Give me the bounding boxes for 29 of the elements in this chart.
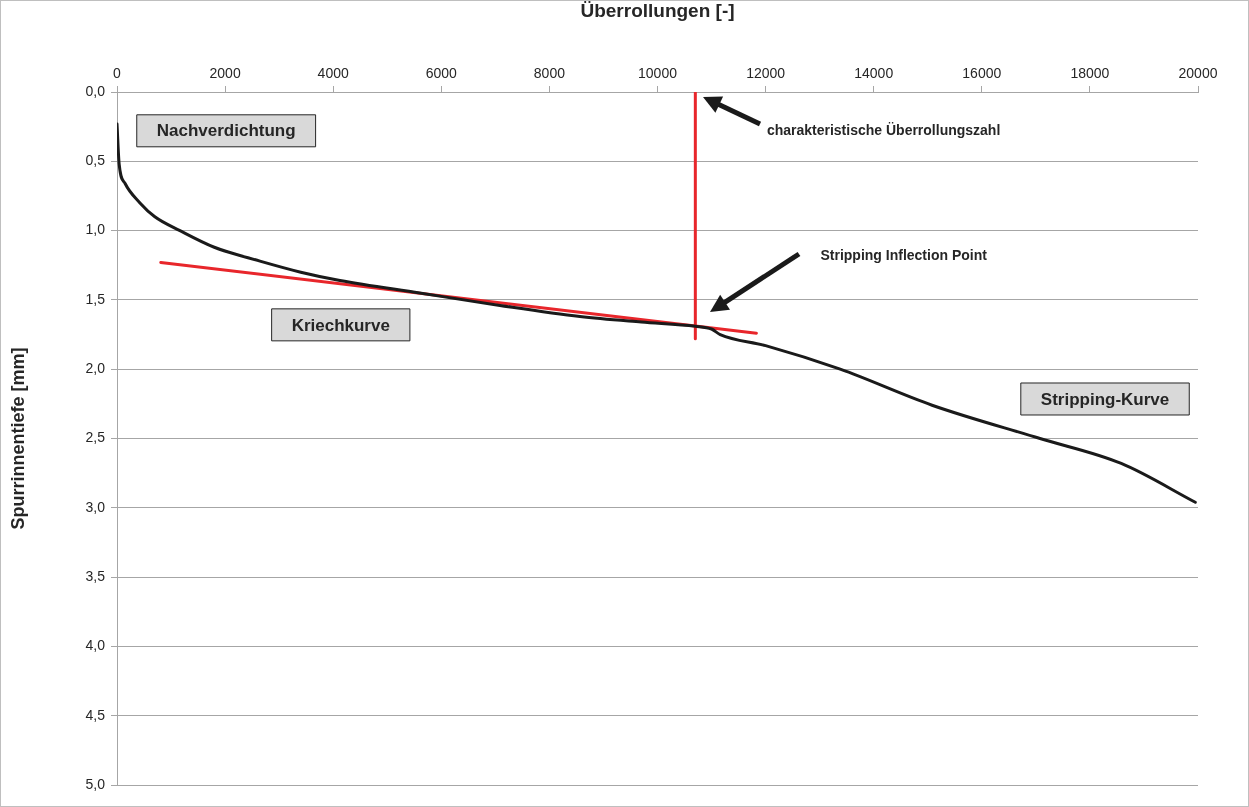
y-axis-title: Spurrinnentiefe [mm] bbox=[7, 347, 28, 530]
annotation: charakteristische Überrollungszahl bbox=[766, 121, 1001, 138]
x-tick-label: 8000 bbox=[533, 65, 566, 82]
x-tick-label: 4000 bbox=[317, 65, 349, 82]
y-tick-label: 0,5 bbox=[85, 152, 106, 169]
y-tick-label: 1,5 bbox=[85, 290, 106, 307]
y-tick-label: 4,0 bbox=[85, 637, 106, 654]
y-tick-label: 1,0 bbox=[85, 221, 106, 238]
x-tick-label: 16000 bbox=[962, 65, 1002, 82]
x-tick-label: 0 bbox=[113, 65, 122, 82]
annotation: Stripping-Kurve bbox=[1040, 389, 1170, 409]
annotation: Stripping Inflection Point bbox=[820, 246, 988, 263]
y-tick-label: 0,0 bbox=[85, 82, 106, 99]
y-tick-label: 4,5 bbox=[85, 706, 106, 723]
y-tick-label: 3,5 bbox=[85, 567, 106, 584]
x-tick-label: 18000 bbox=[1070, 65, 1110, 82]
x-tick-label: 10000 bbox=[638, 65, 678, 82]
y-tick-label: 2,5 bbox=[85, 429, 106, 446]
y-tick-label: 5,0 bbox=[85, 775, 106, 792]
x-tick-label: 20000 bbox=[1178, 65, 1218, 82]
x-tick-label: 6000 bbox=[425, 65, 458, 82]
x-tick-label: 12000 bbox=[746, 65, 786, 82]
x-tick-label: 2000 bbox=[209, 65, 241, 82]
y-tick-label: 3,0 bbox=[85, 498, 106, 515]
y-tick-label: 2,0 bbox=[85, 360, 106, 377]
x-tick-label: 14000 bbox=[854, 65, 894, 82]
x-axis-title: Überrollungen [-] bbox=[580, 0, 735, 21]
annotation: Kriechkurve bbox=[291, 315, 390, 335]
annotation: Nachverdichtung bbox=[156, 121, 296, 141]
